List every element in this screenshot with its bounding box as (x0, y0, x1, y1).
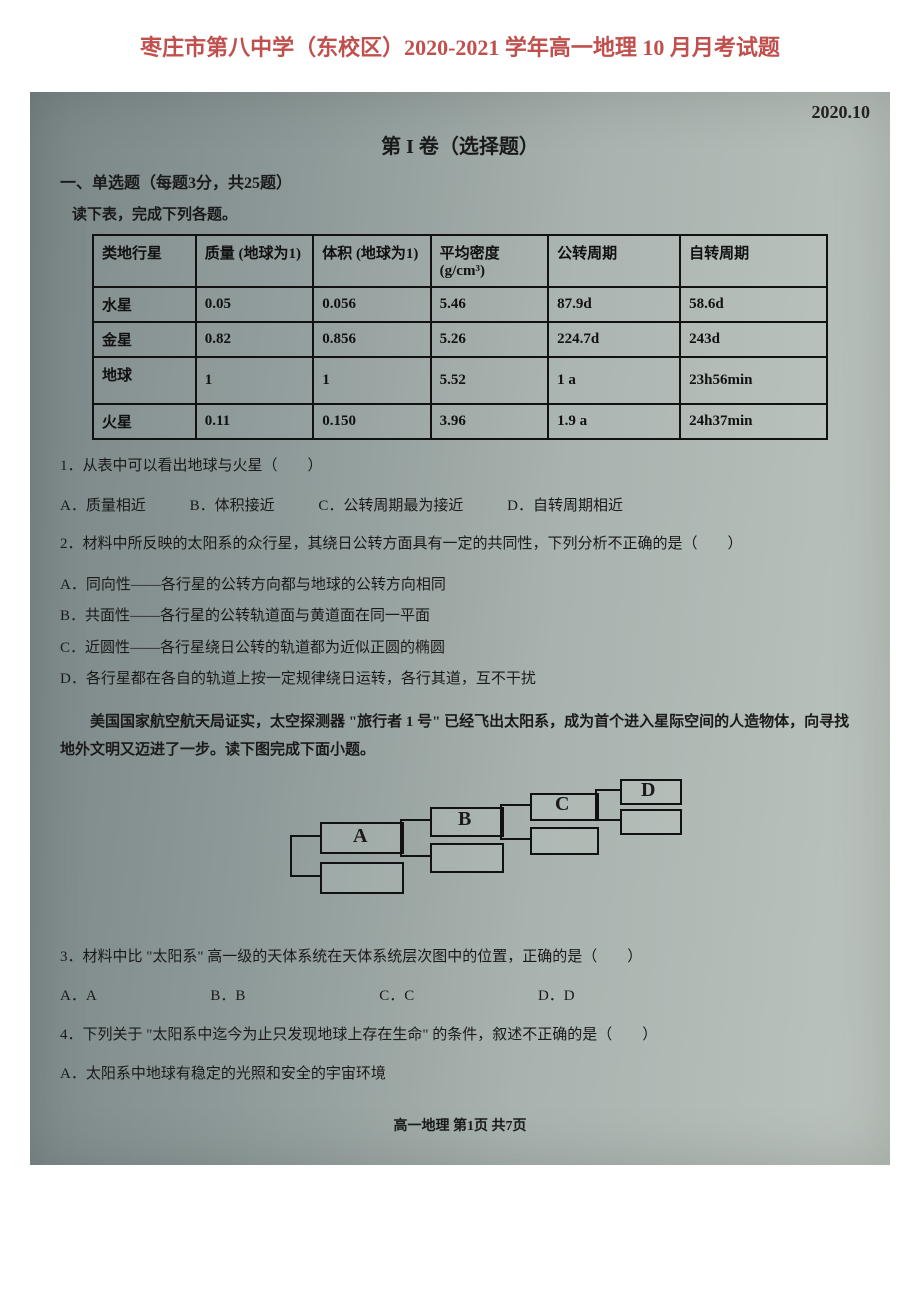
cell: 火星 (93, 404, 196, 439)
conn (400, 819, 430, 821)
question-4: 4．下列关于 "太阳系中迄今为止只发现地球上存在生命" 的条件，叙述不正确的是（… (60, 1023, 860, 1049)
table-row: 火星 0.11 0.150 3.96 1.9 a 24h37min (93, 404, 827, 439)
box-c2 (530, 827, 599, 855)
conn (400, 836, 401, 838)
conn (595, 819, 620, 821)
question-3: 3．材料中比 "太阳系" 高一级的天体系统在天体系统层次图中的位置，正确的是（ … (60, 945, 860, 971)
cell: 87.9d (548, 287, 680, 322)
col-planet: 类地行星 (93, 235, 196, 287)
cell: 1 (313, 357, 430, 404)
q2-opt-d: D．各行星都在各自的轨道上按一定规律绕日运转，各行其道，互不干扰 (60, 664, 860, 696)
table-row: 地球 1 1 5.52 1 a 23h56min (93, 357, 827, 404)
q4-opt-a: A．太阳系中地球有稳定的光照和安全的宇宙环境 (60, 1060, 860, 1089)
table-row: 金星 0.82 0.856 5.26 224.7d 243d (93, 322, 827, 357)
col-volume: 体积 (地球为1) (313, 235, 430, 287)
cell: 5.26 (431, 322, 548, 357)
q3-opt-c: C．C (379, 982, 414, 1011)
q3-opt-d: D．D (538, 982, 575, 1011)
cell: 24h37min (680, 404, 827, 439)
page: 枣庄市第八中学（东校区）2020-2021 学年高一地理 10 月月考试题 20… (0, 0, 920, 1165)
conn (290, 835, 320, 837)
label-d: D (641, 779, 655, 802)
cell: 1 (196, 357, 313, 404)
q2-opt-c: C．近圆性——各行星绕日公转的轨道都为近似正圆的椭圆 (60, 633, 860, 665)
cell: 0.056 (313, 287, 430, 322)
document-title: 枣庄市第八中学（东校区）2020-2021 学年高一地理 10 月月考试题 (0, 0, 920, 82)
box-a2 (320, 862, 404, 894)
cell: 金星 (93, 322, 196, 357)
table-header-row: 类地行星 质量 (地球为1) 体积 (地球为1) 平均密度 (g/cm³) 公转… (93, 235, 827, 287)
col-mass: 质量 (地球为1) (196, 235, 313, 287)
cell: 5.46 (431, 287, 548, 322)
col-orbit: 公转周期 (548, 235, 680, 287)
exam-date: 2020.10 (812, 102, 871, 123)
conn (500, 804, 530, 806)
conn (290, 875, 320, 877)
conn (400, 819, 402, 857)
cell: 地球 (93, 357, 196, 404)
cell: 5.52 (431, 357, 548, 404)
col-density: 平均密度 (g/cm³) (431, 235, 548, 287)
q1-opt-a: A．质量相近 (60, 492, 146, 521)
q2-opt-a: A．同向性——各行星的公转方向都与地球的公转方向相同 (60, 570, 860, 602)
cell: 水星 (93, 287, 196, 322)
q1-opt-b: B．体积接近 (190, 492, 275, 521)
cell: 3.96 (431, 404, 548, 439)
cell: 1 a (548, 357, 680, 404)
cell: 0.82 (196, 322, 313, 357)
cell: 243d (680, 322, 827, 357)
question-1: 1．从表中可以看出地球与火星（ ） (60, 454, 860, 480)
question-2-options: A．同向性——各行星的公转方向都与地球的公转方向相同 B．共面性——各行星的公转… (60, 570, 860, 696)
section-title: 第 I 卷（选择题） (60, 130, 860, 159)
cell: 1.9 a (548, 404, 680, 439)
conn (595, 789, 620, 791)
q2-opt-b: B．共面性——各行星的公转轨道面与黄道面在同一平面 (60, 601, 860, 633)
box-d2 (620, 809, 682, 835)
question-2: 2．材料中所反映的太阳系的众行星，其绕日公转方面具有一定的共同性，下列分析不正确… (60, 532, 860, 558)
read-instruction: 读下表，完成下列各题。 (72, 203, 860, 224)
q3-opt-a: A．A (60, 982, 97, 1011)
question-1-options: A．质量相近 B．体积接近 C．公转周期最为接近 D．自转周期相近 (60, 492, 860, 521)
label-c: C (555, 793, 569, 816)
cell: 224.7d (548, 322, 680, 357)
conn (500, 804, 502, 840)
question-3-options: A．A B．B C．C D．D (60, 982, 860, 1011)
page-footer: 高一地理 第1页 共7页 (60, 1115, 860, 1135)
cell: 0.150 (313, 404, 430, 439)
col-rotation: 自转周期 (680, 235, 827, 287)
q1-opt-c: C．公转周期最为接近 (318, 492, 463, 521)
passage-text: 美国国家航空航天局证实，太空探测器 "旅行者 1 号" 已经飞出太阳系，成为首个… (60, 708, 860, 765)
label-b: B (458, 808, 471, 831)
table-row: 水星 0.05 0.056 5.46 87.9d 58.6d (93, 287, 827, 322)
cell: 0.05 (196, 287, 313, 322)
conn (500, 838, 530, 840)
scanned-page: 2020.10 第 I 卷（选择题） 一、单选题（每题3分，共25题） 读下表，… (30, 92, 890, 1165)
conn (290, 835, 292, 877)
question-4-options: A．太阳系中地球有稳定的光照和安全的宇宙环境 (60, 1060, 860, 1089)
hierarchy-diagram: A B C D (240, 777, 680, 927)
label-a: A (353, 825, 367, 848)
planet-table: 类地行星 质量 (地球为1) 体积 (地球为1) 平均密度 (g/cm³) 公转… (92, 234, 828, 440)
cell: 0.11 (196, 404, 313, 439)
q1-opt-d: D．自转周期相近 (507, 492, 623, 521)
cell: 58.6d (680, 287, 827, 322)
conn (400, 855, 430, 857)
box-b2 (430, 843, 504, 873)
cell: 0.856 (313, 322, 430, 357)
cell: 23h56min (680, 357, 827, 404)
q3-opt-b: B．B (210, 982, 245, 1011)
conn (595, 789, 597, 821)
section-instruction: 一、单选题（每题3分，共25题） (60, 169, 860, 193)
